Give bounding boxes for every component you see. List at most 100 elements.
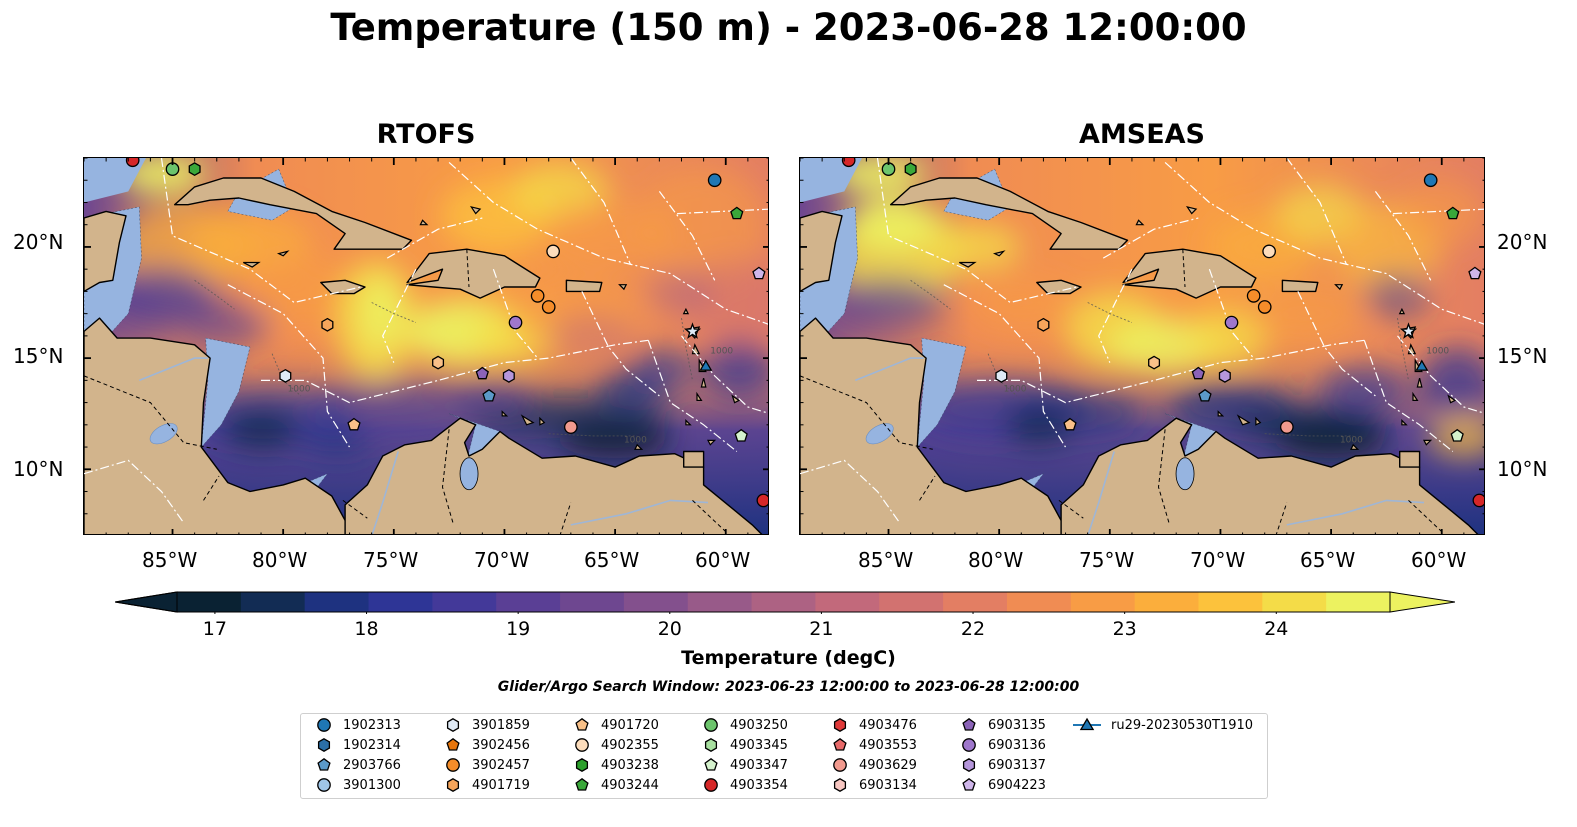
legend-label: 4903629: [859, 757, 917, 773]
island: [634, 443, 644, 450]
island: [1334, 284, 1344, 291]
colorbar-tick-label: 21: [809, 618, 834, 640]
legend-label: 4903354: [730, 777, 788, 793]
lon-label: 70°W: [1190, 548, 1246, 572]
land-cuba: [889, 177, 1129, 250]
eez-boundary: [160, 158, 361, 304]
float-marker: [752, 266, 766, 280]
legend-marker-icon: [446, 778, 460, 792]
eez-boundary: [1374, 191, 1432, 281]
legend-marker-icon: [575, 738, 589, 752]
legend-label: 2903766: [343, 757, 401, 773]
colorbar-segment: [1134, 592, 1199, 612]
island: [992, 250, 1006, 257]
island: [1135, 219, 1145, 226]
float-marker: [1399, 322, 1418, 339]
figure-title: Temperature (150 m) - 2023-06-28 12:00:0…: [330, 6, 1247, 49]
country-border: [800, 375, 933, 450]
legend-label: 4902355: [601, 737, 659, 753]
legend-label: 4903244: [601, 777, 659, 793]
country-border: [203, 475, 220, 501]
eez-boundary: [1393, 208, 1484, 215]
legend-marker-icon: [704, 718, 718, 732]
legend-marker-icon: [317, 778, 331, 792]
legend-marker-icon: [446, 737, 460, 751]
colorbar-tick-label: 19: [506, 618, 531, 640]
shallow-shelf: [916, 337, 967, 448]
land-jamaica: [320, 279, 366, 295]
eez-boundary: [581, 291, 660, 397]
map-panel-rtofs: 1000 1000 1000: [83, 157, 769, 535]
circle-icon: [833, 758, 847, 772]
legend-item: 4903238: [573, 756, 659, 774]
legend-item: 1902313: [315, 716, 401, 734]
eez-boundary: [84, 459, 185, 524]
float-marker: [1472, 493, 1484, 508]
country-border: [559, 502, 572, 534]
river: [139, 357, 208, 382]
colorbar-segment: [304, 592, 370, 612]
island: [469, 205, 482, 215]
country-border: [441, 429, 455, 526]
depth-contour-label: 1000: [1004, 384, 1027, 394]
legend-marker-icon: [962, 758, 976, 772]
bathymetry-contour: [548, 433, 638, 437]
float-marker: [563, 420, 578, 434]
legend-label: 6903136: [988, 737, 1046, 753]
eez-boundary: [943, 284, 1067, 448]
float-marker: [482, 388, 496, 402]
depth-contour-label: 1000: [710, 347, 733, 357]
depth-contour-label: 1000: [288, 384, 311, 394]
island: [1447, 394, 1457, 404]
legend-label: 4903347: [730, 757, 788, 773]
colorbar-segment: [560, 592, 625, 612]
colorbar-tick-label: 22: [960, 618, 986, 640]
legend-marker-icon: [962, 777, 976, 791]
country-border: [692, 500, 727, 532]
float-marker: [1415, 359, 1429, 371]
river: [1286, 499, 1425, 526]
legend-label: 3902457: [472, 757, 530, 773]
pentagon-icon: [575, 717, 589, 731]
eez-boundary: [647, 340, 738, 452]
float-marker: [995, 368, 1008, 383]
depth-contour-label: 1000: [1426, 347, 1449, 357]
legend-marker-icon: [1073, 717, 1101, 731]
eez-boundary: [1397, 335, 1484, 414]
hexagon-icon: [446, 718, 460, 732]
legend-item: 6904223: [960, 776, 1046, 794]
hexagon-icon: [446, 778, 460, 792]
colorbar-segment: [1198, 592, 1263, 612]
country-border: [84, 375, 217, 450]
land-trinidad: [1399, 450, 1421, 468]
float-marker: [125, 158, 140, 168]
island: [1401, 418, 1408, 426]
circle-icon: [317, 778, 331, 792]
legend-item: 3901300: [315, 776, 401, 794]
eez-boundary: [658, 191, 716, 281]
lat-label-right: 15°N: [1497, 344, 1548, 368]
country-border: [1275, 502, 1288, 534]
legend-label: 6904223: [988, 777, 1046, 793]
float-marker: [730, 206, 744, 220]
bathymetry-contour: [1264, 433, 1354, 437]
float-marker: [1246, 289, 1261, 303]
legend-marker-icon: [704, 757, 718, 771]
colorbar-tick-label: 24: [1264, 618, 1289, 640]
country-border: [1182, 249, 1186, 288]
lon-label: 60°W: [695, 548, 751, 572]
pentagon-icon: [575, 777, 589, 791]
float-marker: [432, 355, 445, 370]
island: [707, 439, 717, 446]
float-marker: [1279, 420, 1294, 434]
search-window-text: Glider/Argo Search Window: 2023-06-23 12…: [497, 679, 1080, 695]
land-puertoRico: [565, 279, 603, 293]
float-marker: [541, 300, 556, 314]
eez-boundary: [681, 335, 768, 414]
float-marker: [1063, 417, 1077, 431]
hexagon-icon: [704, 738, 718, 752]
lon-label: 75°W: [363, 548, 419, 572]
legend-label: 6903135: [988, 717, 1046, 733]
colorbar-segment: [815, 592, 880, 612]
eez-boundary: [677, 208, 768, 215]
